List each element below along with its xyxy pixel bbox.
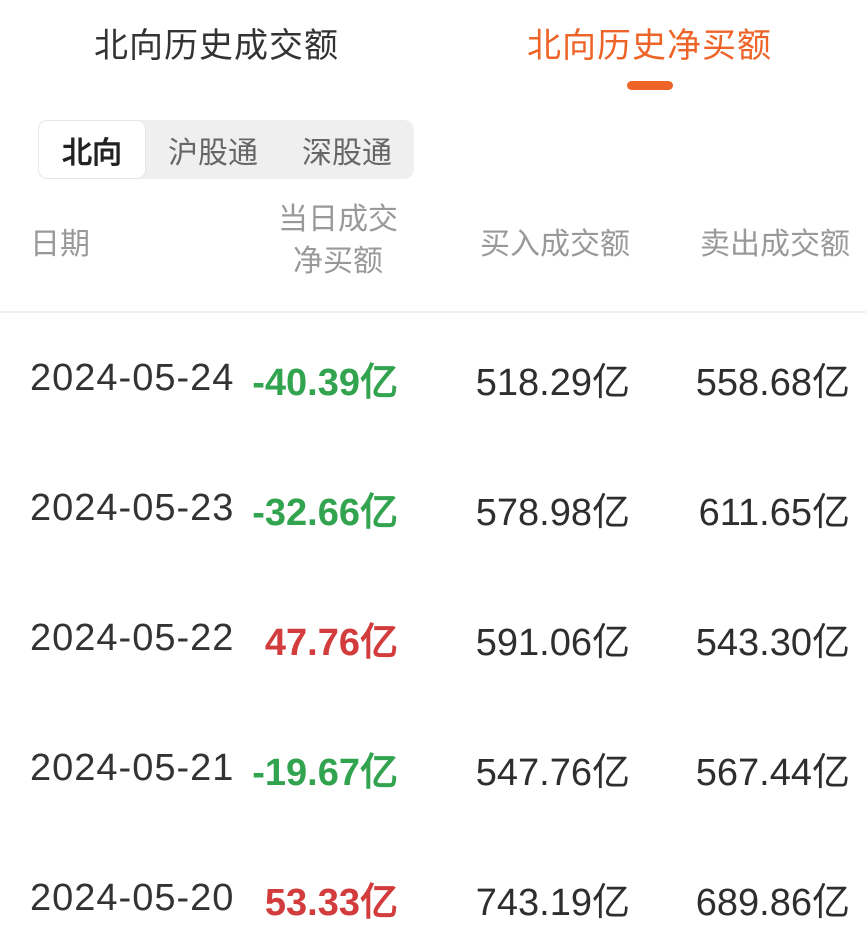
segment-sz-connect-label: 深股通	[302, 136, 392, 170]
header-net-line1: 当日成交	[278, 203, 398, 236]
tab-history-net-buy-label: 北向历史净买额	[527, 27, 772, 65]
header-divider	[0, 311, 866, 313]
cell-sell-amount: 567.44亿	[695, 751, 850, 794]
cell-date: 2024-05-21	[30, 746, 235, 789]
cell-net-buy: 47.76亿	[264, 621, 398, 664]
market-segmented-control: 北向 沪股通 深股通	[38, 120, 414, 179]
cell-sell-amount: 558.68亿	[695, 361, 850, 404]
tab-history-turnover[interactable]: 北向历史成交额	[0, 26, 433, 90]
cell-net-buy: -19.67亿	[252, 751, 398, 794]
table-row: 2024-05-21 -19.67亿 547.76亿 567.44亿	[0, 703, 866, 833]
cell-sell-amount: 689.86亿	[695, 881, 850, 924]
segment-sh-connect-label: 沪股通	[168, 136, 258, 170]
tab-history-net-buy[interactable]: 北向历史净买额	[433, 26, 866, 90]
table-row: 2024-05-20 53.33亿 743.19亿 689.86亿	[0, 833, 866, 936]
cell-date: 2024-05-20	[30, 876, 235, 919]
cell-date: 2024-05-22	[30, 616, 235, 659]
cell-buy-amount: 518.29亿	[475, 361, 630, 404]
segment-northbound[interactable]: 北向	[38, 120, 146, 179]
header-net-line2: 净买额	[293, 245, 383, 278]
tab-history-turnover-label: 北向历史成交额	[94, 27, 339, 65]
segment-sz-connect[interactable]: 深股通	[280, 120, 414, 179]
cell-net-buy: -32.66亿	[252, 491, 398, 534]
table-header: 日期 当日成交 净买额 买入成交额 卖出成交额	[0, 179, 866, 311]
header-buy-amount: 买入成交额	[480, 228, 630, 261]
cell-net-buy: -40.39亿	[252, 361, 398, 404]
page-tabs: 北向历史成交额 北向历史净买额	[0, 0, 866, 90]
cell-date: 2024-05-23	[30, 486, 235, 529]
cell-net-buy: 53.33亿	[264, 881, 398, 924]
header-date: 日期	[30, 228, 90, 261]
table-body: 2024-05-24 -40.39亿 518.29亿 558.68亿 2024-…	[0, 313, 866, 936]
cell-date: 2024-05-24	[30, 356, 235, 399]
cell-buy-amount: 743.19亿	[475, 881, 630, 924]
header-net-buy: 当日成交 净买额	[245, 199, 398, 283]
segment-sh-connect[interactable]: 沪股通	[146, 120, 280, 179]
cell-sell-amount: 543.30亿	[695, 621, 850, 664]
cell-buy-amount: 547.76亿	[475, 751, 630, 794]
cell-buy-amount: 591.06亿	[475, 621, 630, 664]
header-sell-amount: 卖出成交额	[700, 228, 850, 261]
table-row: 2024-05-22 47.76亿 591.06亿 543.30亿	[0, 573, 866, 703]
table-row: 2024-05-23 -32.66亿 578.98亿 611.65亿	[0, 443, 866, 573]
table-row: 2024-05-24 -40.39亿 518.29亿 558.68亿	[0, 313, 866, 443]
cell-buy-amount: 578.98亿	[475, 491, 630, 534]
active-tab-indicator	[626, 81, 673, 90]
segment-northbound-label: 北向	[62, 136, 122, 170]
cell-sell-amount: 611.65亿	[698, 491, 850, 534]
